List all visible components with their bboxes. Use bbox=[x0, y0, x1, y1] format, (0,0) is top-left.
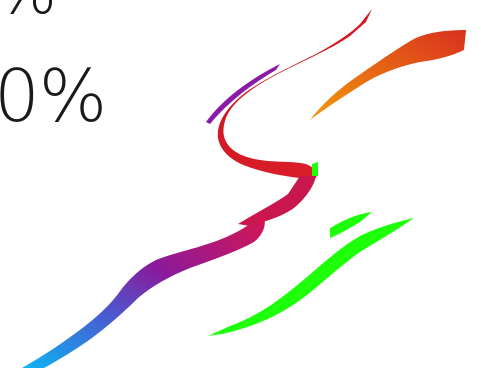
green-fleck-stroke bbox=[312, 162, 318, 176]
percentage-label-main: 0% bbox=[0, 54, 107, 138]
green-stroke bbox=[208, 212, 414, 336]
purple-sliver-stroke bbox=[206, 64, 280, 124]
percentage-label-top: % bbox=[0, 0, 57, 24]
purple-blue-diagonal-stroke bbox=[22, 214, 265, 368]
magenta-connector-stroke bbox=[238, 176, 316, 226]
orange-stroke bbox=[310, 30, 466, 120]
